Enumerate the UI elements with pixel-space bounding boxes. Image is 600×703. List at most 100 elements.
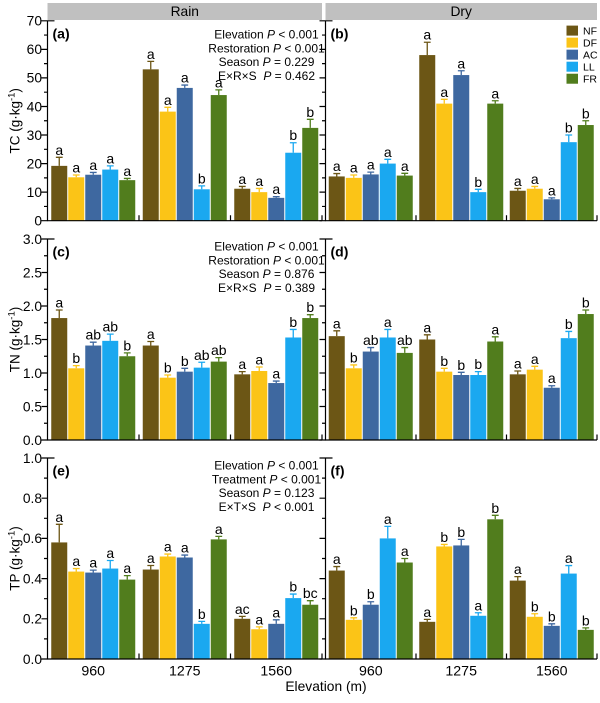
svg-text:E×R×S P = 0.389: E×R×S P = 0.389	[218, 281, 315, 295]
svg-text:b: b	[531, 598, 539, 614]
svg-text:0.6: 0.6	[23, 531, 43, 546]
svg-text:b: b	[548, 608, 556, 624]
svg-text:a: a	[272, 366, 280, 382]
svg-text:1560: 1560	[536, 663, 568, 679]
svg-text:Dry: Dry	[450, 4, 472, 19]
svg-text:TN (g·kg-1): TN (g·kg-1)	[6, 307, 22, 372]
svg-text:b: b	[565, 120, 573, 136]
svg-text:1.0: 1.0	[23, 366, 43, 381]
svg-text:b: b	[457, 357, 465, 373]
svg-text:960: 960	[359, 663, 383, 679]
svg-text:ab: ab	[85, 327, 101, 343]
svg-text:a: a	[548, 182, 556, 198]
svg-text:a: a	[55, 295, 63, 311]
svg-text:(e): (e)	[53, 463, 70, 479]
svg-text:a: a	[491, 85, 499, 101]
svg-text:a: a	[350, 160, 358, 176]
svg-text:0.4: 0.4	[23, 571, 43, 586]
svg-text:Season P = 0.229: Season P = 0.229	[219, 55, 315, 69]
svg-text:Rain: Rain	[171, 4, 199, 19]
svg-text:Elevation P < 0.001: Elevation P < 0.001	[214, 240, 319, 254]
svg-text:AC: AC	[583, 49, 598, 61]
svg-text:a: a	[164, 539, 172, 555]
svg-text:TC (g·kg-1): TC (g·kg-1)	[6, 88, 22, 153]
svg-text:40: 40	[27, 99, 43, 114]
svg-text:TP (g·kg-1): TP (g·kg-1)	[6, 526, 22, 590]
svg-text:a: a	[423, 604, 431, 620]
svg-text:b: b	[440, 529, 448, 545]
svg-text:b: b	[350, 602, 358, 618]
svg-text:60: 60	[27, 42, 43, 57]
svg-text:a: a	[255, 173, 263, 189]
svg-text:b: b	[350, 349, 358, 365]
svg-text:b: b	[491, 500, 499, 516]
svg-text:a: a	[123, 560, 131, 576]
svg-text:ac: ac	[235, 601, 250, 617]
svg-text:b: b	[164, 360, 172, 376]
svg-text:a: a	[333, 315, 341, 331]
svg-text:b: b	[582, 105, 590, 121]
svg-text:a: a	[367, 157, 375, 173]
svg-text:a: a	[457, 55, 465, 71]
svg-text:b: b	[367, 586, 375, 602]
svg-text:(d): (d)	[331, 244, 349, 260]
svg-text:b: b	[289, 579, 297, 595]
svg-text:a: a	[215, 74, 223, 90]
svg-text:a: a	[55, 509, 63, 525]
svg-text:ab: ab	[194, 347, 210, 363]
svg-text:a: a	[333, 551, 341, 567]
svg-text:Season P = 0.123: Season P = 0.123	[219, 486, 315, 500]
svg-text:2.0: 2.0	[23, 299, 43, 314]
svg-text:(c): (c)	[53, 244, 70, 260]
svg-text:a: a	[255, 351, 263, 367]
svg-text:ab: ab	[397, 332, 413, 348]
svg-text:b: b	[306, 299, 314, 315]
svg-text:DF: DF	[583, 37, 597, 49]
svg-text:Elevation P < 0.001: Elevation P < 0.001	[214, 459, 319, 473]
svg-text:2.5: 2.5	[23, 265, 43, 280]
svg-text:ab: ab	[211, 342, 227, 358]
svg-text:1.5: 1.5	[23, 332, 43, 347]
svg-text:a: a	[401, 158, 409, 174]
svg-text:a: a	[531, 351, 539, 367]
svg-text:a: a	[164, 92, 172, 108]
svg-text:FR: FR	[583, 74, 597, 86]
svg-text:b: b	[123, 337, 131, 353]
svg-text:a: a	[384, 144, 392, 160]
svg-text:a: a	[548, 370, 556, 386]
svg-text:E×T×S P < 0.001: E×T×S P < 0.001	[219, 500, 315, 514]
svg-text:a: a	[106, 150, 114, 166]
svg-text:a: a	[272, 604, 280, 620]
svg-text:b: b	[582, 295, 590, 311]
svg-text:ab: ab	[102, 319, 118, 335]
svg-text:0.2: 0.2	[23, 612, 42, 627]
svg-text:a: a	[333, 158, 341, 174]
svg-text:b: b	[289, 314, 297, 330]
svg-text:a: a	[147, 550, 155, 566]
svg-text:b: b	[181, 353, 189, 369]
svg-text:a: a	[147, 326, 155, 342]
svg-text:a: a	[514, 561, 522, 577]
svg-text:a: a	[106, 545, 114, 561]
svg-text:a: a	[72, 553, 80, 569]
svg-text:a: a	[514, 173, 522, 189]
svg-text:a: a	[565, 550, 573, 566]
svg-text:b: b	[565, 316, 573, 332]
svg-text:a: a	[181, 70, 189, 86]
svg-text:a: a	[423, 27, 431, 43]
svg-text:960: 960	[81, 663, 105, 679]
svg-text:NF: NF	[583, 25, 597, 37]
svg-text:20: 20	[27, 156, 43, 171]
svg-text:Restoration P < 0.001: Restoration P < 0.001	[208, 253, 325, 267]
svg-text:a: a	[272, 181, 280, 197]
svg-text:a: a	[423, 319, 431, 335]
svg-text:a: a	[238, 356, 246, 372]
svg-text:a: a	[89, 555, 97, 571]
svg-text:a: a	[89, 157, 97, 173]
svg-text:a: a	[215, 521, 223, 537]
svg-text:a: a	[255, 611, 263, 627]
svg-text:Elevation P < 0.001: Elevation P < 0.001	[214, 28, 319, 42]
svg-text:Elevation (m): Elevation (m)	[285, 679, 366, 694]
svg-text:ab: ab	[363, 332, 379, 348]
svg-text:0.8: 0.8	[23, 491, 43, 506]
